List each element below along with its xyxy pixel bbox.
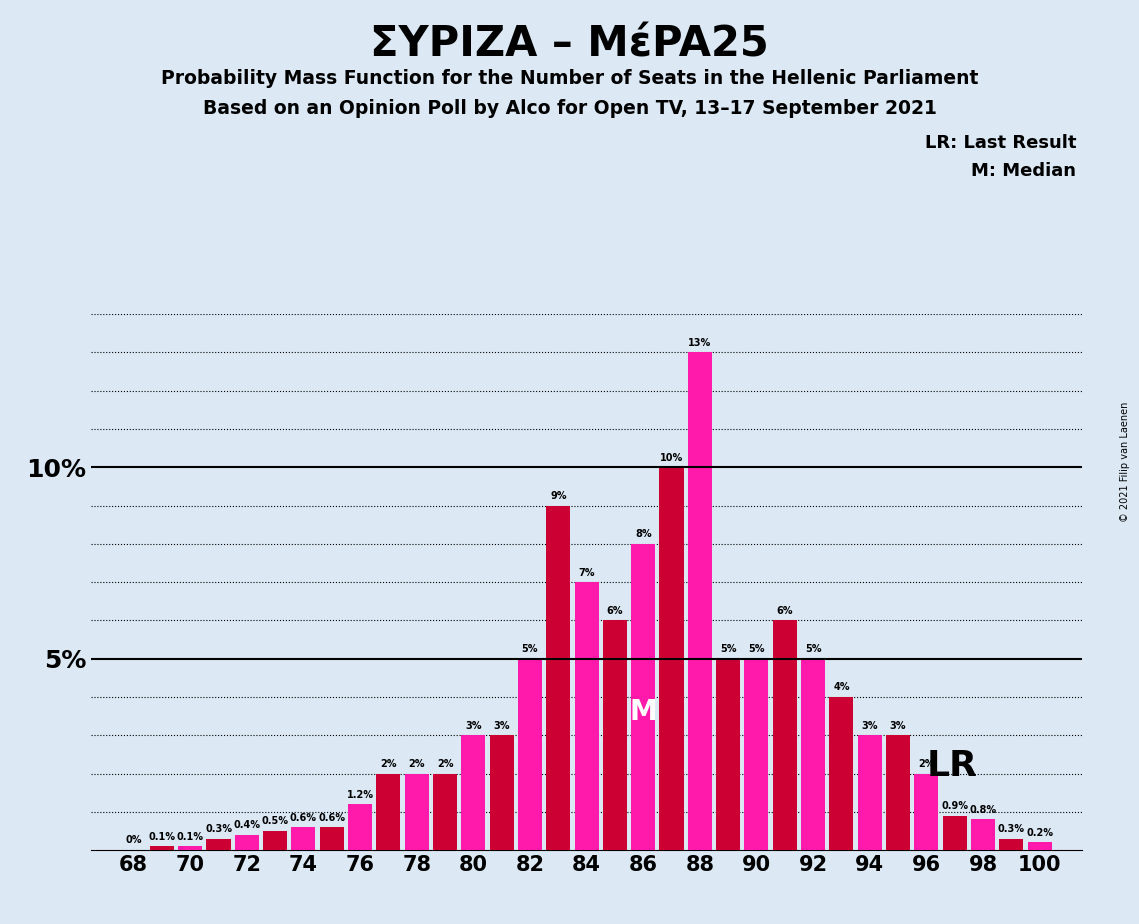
Text: 6%: 6% (607, 606, 623, 615)
Text: 0.4%: 0.4% (233, 821, 261, 830)
Bar (490, 736, 514, 850)
Bar (943, 816, 967, 850)
Bar (659, 468, 683, 850)
Text: 0.1%: 0.1% (148, 832, 175, 842)
Text: 2%: 2% (436, 759, 453, 769)
Bar (801, 659, 825, 850)
Bar (292, 827, 316, 850)
Text: 0.3%: 0.3% (205, 824, 232, 834)
Text: 3%: 3% (890, 721, 907, 731)
Bar (631, 544, 655, 850)
Bar (206, 839, 230, 850)
Bar (688, 352, 712, 850)
Text: 4%: 4% (833, 682, 850, 692)
Bar (745, 659, 769, 850)
Text: 3%: 3% (493, 721, 510, 731)
Bar (263, 831, 287, 850)
Bar (574, 582, 599, 850)
Bar (461, 736, 485, 850)
Text: Probability Mass Function for the Number of Seats in the Hellenic Parliament: Probability Mass Function for the Number… (161, 69, 978, 89)
Bar (320, 827, 344, 850)
Bar (858, 736, 882, 850)
Text: M: Median: M: Median (972, 162, 1076, 179)
Text: 5%: 5% (720, 644, 737, 654)
Text: 5%: 5% (748, 644, 764, 654)
Text: 0%: 0% (125, 835, 142, 845)
Bar (518, 659, 542, 850)
Text: ΣΥΡΙΖΑ – MέPA25: ΣΥΡΙΖΑ – MέPA25 (370, 23, 769, 65)
Text: 9%: 9% (550, 491, 566, 501)
Text: 0.3%: 0.3% (998, 824, 1025, 834)
Text: 8%: 8% (634, 529, 652, 540)
Bar (433, 773, 457, 850)
Text: 0.6%: 0.6% (318, 812, 345, 822)
Bar (349, 804, 372, 850)
Text: 0.5%: 0.5% (262, 816, 288, 826)
Bar (235, 834, 259, 850)
Bar (716, 659, 740, 850)
Text: 0.2%: 0.2% (1026, 828, 1054, 838)
Bar (915, 773, 939, 850)
Text: 2%: 2% (409, 759, 425, 769)
Text: M: M (630, 699, 657, 726)
Text: 1.2%: 1.2% (346, 789, 374, 799)
Text: 5%: 5% (522, 644, 539, 654)
Text: 7%: 7% (579, 567, 595, 578)
Bar (886, 736, 910, 850)
Bar (603, 620, 626, 850)
Bar (376, 773, 401, 850)
Text: 0.9%: 0.9% (941, 801, 968, 811)
Text: 5%: 5% (805, 644, 821, 654)
Text: 0.1%: 0.1% (177, 832, 204, 842)
Text: 2%: 2% (918, 759, 935, 769)
Bar (150, 846, 174, 850)
Text: 0.6%: 0.6% (290, 812, 317, 822)
Text: © 2021 Filip van Laenen: © 2021 Filip van Laenen (1121, 402, 1130, 522)
Text: 10%: 10% (659, 453, 683, 463)
Bar (970, 820, 995, 850)
Bar (1027, 843, 1051, 850)
Bar (829, 697, 853, 850)
Bar (178, 846, 203, 850)
Text: 3%: 3% (861, 721, 878, 731)
Text: 3%: 3% (465, 721, 482, 731)
Bar (404, 773, 428, 850)
Text: 0.8%: 0.8% (969, 805, 997, 815)
Bar (999, 839, 1023, 850)
Text: LR: Last Result: LR: Last Result (925, 134, 1076, 152)
Text: Based on an Opinion Poll by Alco for Open TV, 13–17 September 2021: Based on an Opinion Poll by Alco for Ope… (203, 99, 936, 118)
Text: LR: LR (926, 748, 977, 783)
Text: 2%: 2% (380, 759, 396, 769)
Text: 13%: 13% (688, 338, 712, 347)
Bar (772, 620, 797, 850)
Text: 6%: 6% (777, 606, 793, 615)
Bar (547, 505, 571, 850)
